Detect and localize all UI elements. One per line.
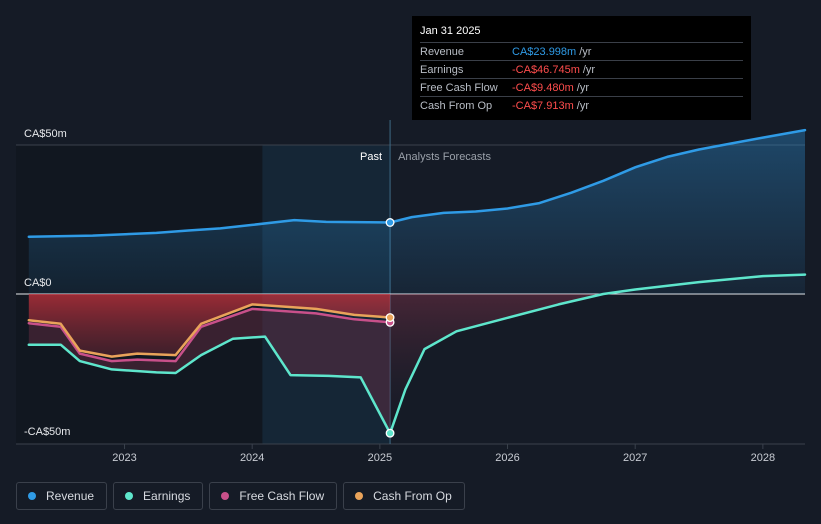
tooltip-row-cash-from-op: Cash From Op -CA$7.913m /yr (420, 96, 743, 114)
tooltip-label: Free Cash Flow (420, 81, 498, 94)
revenue-marker (385, 218, 395, 227)
legend-dot-icon (28, 492, 36, 500)
tooltip-unit: /yr (576, 81, 589, 94)
past-label: Past (360, 151, 382, 163)
tooltip-date: Jan 31 2025 (420, 25, 481, 37)
tooltip-row-revenue: Revenue CA$23.998m /yr (420, 42, 743, 60)
cash-from-op-line (27, 303, 392, 358)
x-tick-label: 2026 (495, 452, 519, 464)
tooltip-unit: /yr (582, 63, 596, 76)
past-cashflow-area (28, 294, 391, 357)
tooltip-label: Revenue (420, 45, 465, 58)
legend: Revenue Earnings Free Cash Flow Cash Fro… (16, 482, 465, 510)
x-tick-label: 2024 (240, 452, 264, 464)
y-tick-label: -CA$50m (24, 426, 70, 438)
legend-dot-icon (221, 492, 230, 500)
x-tick-label: 2025 (368, 452, 392, 464)
forecast-label: Analysts Forecasts (398, 151, 491, 163)
tooltip-unit: /yr (576, 99, 589, 112)
revenue-area (28, 130, 806, 294)
y-tick-label: CA$50m (24, 128, 67, 140)
y-tick-label: CA$0 (24, 277, 52, 289)
x-tick-label: 2027 (623, 452, 647, 464)
tooltip-value: -CA$7.913m (512, 99, 574, 112)
tooltip: Jan 31 2025 Revenue CA$23.998m /yr Earni… (412, 16, 751, 120)
tooltip-label: Earnings (420, 63, 464, 76)
legend-dot-icon (355, 492, 364, 500)
tooltip-value: -CA$9.480m (512, 81, 574, 94)
future-earnings-area (390, 294, 604, 434)
legend-item-earnings[interactable]: Earnings (113, 482, 204, 510)
legend-label: Revenue (46, 489, 95, 503)
tooltip-label: Cash From Op (420, 99, 493, 112)
tooltip-unit: /yr (579, 45, 592, 58)
legend-label: Earnings (143, 489, 191, 503)
free-cash-flow-line (27, 307, 392, 363)
earnings-line (27, 273, 807, 435)
cash-from-op-marker (385, 313, 395, 322)
legend-dot-icon (125, 492, 134, 500)
past-earnings-area (28, 308, 391, 434)
tooltip-row-earnings: Earnings -CA$46.745m /yr (420, 60, 743, 78)
tooltip-value: -CA$46.745m (512, 63, 580, 76)
revenue-line (27, 128, 807, 239)
legend-label: Cash From Op (373, 489, 452, 503)
x-tick-label: 2023 (112, 452, 136, 464)
legend-item-cash-from-op[interactable]: Cash From Op (343, 482, 465, 510)
legend-item-free-cash-flow[interactable]: Free Cash Flow (209, 482, 338, 510)
earnings-marker (385, 428, 395, 438)
tooltip-value: CA$23.998m (512, 45, 577, 58)
legend-item-revenue[interactable]: Revenue (16, 482, 108, 510)
x-tick-label: 2028 (751, 452, 775, 464)
legend-label: Free Cash Flow (239, 489, 325, 503)
tooltip-row-free-cash-flow: Free Cash Flow -CA$9.480m /yr (420, 78, 743, 96)
